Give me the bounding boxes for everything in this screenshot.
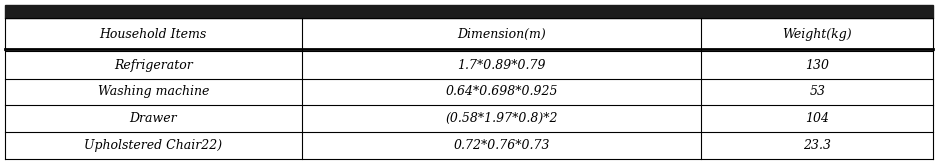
Bar (5, 5, 933, 18)
Text: 0.64*0.698*0.925: 0.64*0.698*0.925 (446, 85, 558, 98)
Text: 23.3: 23.3 (803, 139, 831, 152)
Bar (5, 79, 933, 105)
Text: 53: 53 (809, 85, 825, 98)
Text: 0.72*0.76*0.73: 0.72*0.76*0.73 (453, 139, 550, 152)
Bar (5, 18, 933, 52)
Text: Washing machine: Washing machine (98, 85, 209, 98)
Bar (5, 52, 933, 79)
Text: 104: 104 (805, 112, 829, 125)
Text: Upholstered Chair22): Upholstered Chair22) (84, 139, 222, 152)
Text: Dimension(m): Dimension(m) (457, 28, 546, 41)
Text: Refrigerator: Refrigerator (113, 59, 192, 72)
Text: Drawer: Drawer (129, 112, 177, 125)
Text: Weight(kg): Weight(kg) (782, 28, 852, 41)
Text: (0.58*1.97*0.8)*2: (0.58*1.97*0.8)*2 (446, 112, 558, 125)
Text: 130: 130 (805, 59, 829, 72)
Bar (5, 132, 933, 159)
Text: Household Items: Household Items (99, 28, 207, 41)
Text: 1.7*0.89*0.79: 1.7*0.89*0.79 (457, 59, 546, 72)
Bar (5, 105, 933, 132)
